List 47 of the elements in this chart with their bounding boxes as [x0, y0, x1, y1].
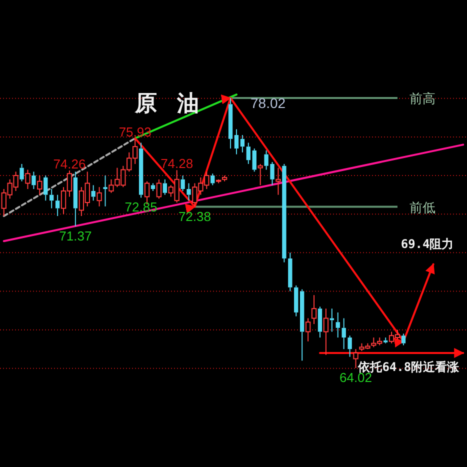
ref-line-label: 前低 [409, 200, 436, 216]
annotation: 71.37 [59, 228, 92, 244]
candlestick [91, 184, 96, 202]
candlestick [20, 163, 24, 182]
candlestick [103, 175, 108, 207]
candlestick [288, 252, 292, 292]
candlestick [234, 128, 239, 155]
annotation: 69.4阻力 [400, 237, 454, 252]
candlestick [150, 182, 156, 192]
candlestick [305, 318, 311, 342]
candlestick [37, 175, 42, 196]
candlestick [180, 175, 185, 192]
ref-line-label: 前高 [409, 91, 436, 107]
series-label: 依托64.8附近看涨 [357, 360, 460, 374]
candlestick [318, 306, 322, 338]
candlestick [342, 318, 346, 350]
candlestick [162, 178, 167, 196]
candlestick [96, 186, 102, 207]
annotation: 74.28 [160, 156, 194, 172]
candlestick [384, 337, 388, 344]
candlestick [44, 175, 48, 202]
candlestick [294, 284, 298, 317]
annotation: 75.93 [118, 124, 152, 140]
candlestick [240, 134, 245, 153]
candlestick [311, 294, 317, 325]
candlestick [353, 348, 358, 368]
candlestick [210, 173, 215, 186]
annotation: 74.26 [53, 156, 86, 172]
chart-title: 原 油 [134, 90, 205, 116]
candlestick [348, 335, 352, 358]
candlestick [323, 308, 329, 356]
candlestick [246, 142, 250, 164]
candlestick [228, 98, 233, 150]
candlestick [276, 167, 281, 196]
candlestick [50, 188, 54, 209]
candlestick [32, 171, 36, 190]
candlestick [73, 171, 78, 227]
candlestick [282, 163, 286, 263]
annotation: 78.02 [250, 95, 286, 111]
candlestick [25, 169, 30, 190]
candlestick [252, 148, 256, 172]
annotation: 72.38 [178, 208, 212, 224]
annotation: 72.85 [124, 200, 158, 215]
candlestick [186, 182, 191, 202]
candlestick [55, 194, 60, 217]
candlestick [330, 308, 334, 332]
candlestick [336, 312, 340, 338]
